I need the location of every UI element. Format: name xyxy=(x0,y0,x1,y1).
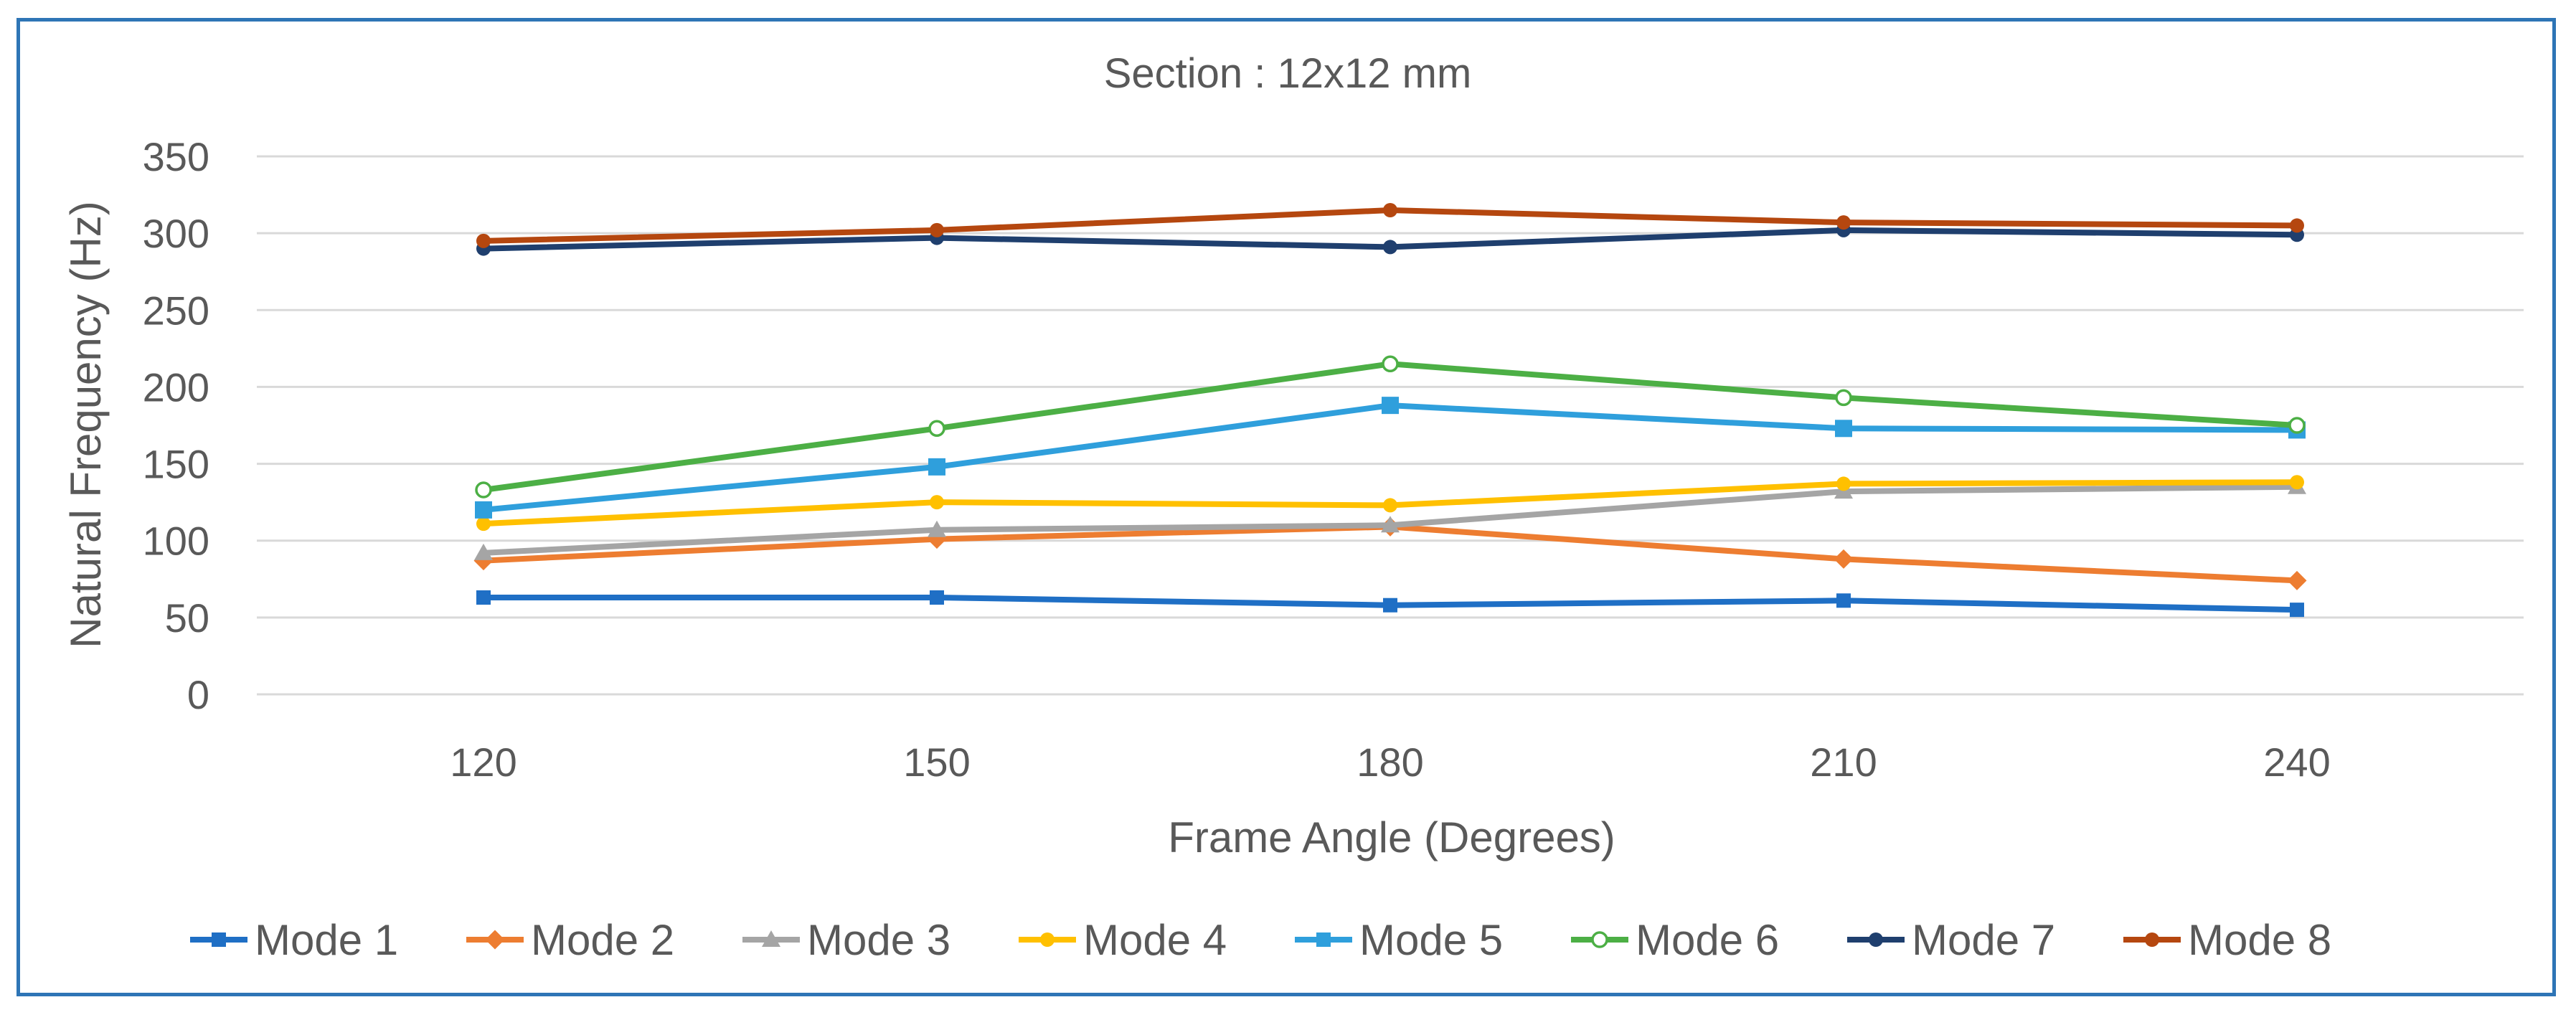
data-point xyxy=(1835,389,1852,407)
data-point xyxy=(928,520,946,537)
data-point xyxy=(485,930,505,950)
data-point xyxy=(1382,397,1399,415)
data-point xyxy=(1835,420,1852,438)
data-point xyxy=(1040,932,1055,947)
data-point xyxy=(1836,476,1851,491)
y-tick-label: 350 xyxy=(143,134,209,179)
x-tick-label: 150 xyxy=(903,740,970,785)
series-group xyxy=(473,203,2307,618)
data-point xyxy=(1836,593,1851,608)
y-tick-label: 50 xyxy=(165,595,209,641)
data-point xyxy=(476,516,491,532)
data-point xyxy=(1316,932,1331,947)
data-point xyxy=(476,590,491,605)
data-point xyxy=(762,930,780,947)
data-point xyxy=(930,495,944,510)
data-point xyxy=(1383,598,1397,613)
legend-label: Mode 8 xyxy=(2188,916,2331,964)
data-point xyxy=(2290,475,2304,490)
data-point xyxy=(928,458,945,476)
x-axis-title: Frame Angle (Degrees) xyxy=(1168,813,1615,861)
legend-item: Mode 7 xyxy=(1847,916,2055,964)
legend-item: Mode 8 xyxy=(2123,916,2331,964)
legend-item: Mode 5 xyxy=(1295,916,1503,964)
y-tick-label: 200 xyxy=(143,364,209,410)
data-point xyxy=(1383,203,1397,217)
data-point xyxy=(930,590,944,605)
chart-title: Section : 12x12 mm xyxy=(1104,50,1472,97)
series-line xyxy=(481,402,2300,513)
series-mode-1 xyxy=(476,590,2304,618)
data-point xyxy=(475,481,492,499)
legend-item: Mode 6 xyxy=(1571,916,1779,964)
series-mode-6 xyxy=(475,355,2306,499)
data-point xyxy=(1869,932,1883,947)
data-point xyxy=(212,932,226,947)
legend-label: Mode 3 xyxy=(807,916,950,964)
x-tick-label: 120 xyxy=(450,740,516,785)
legend-item: Mode 2 xyxy=(466,916,674,964)
data-point xyxy=(928,420,945,438)
legend-label: Mode 5 xyxy=(1359,916,1503,964)
x-tick-label: 210 xyxy=(1810,740,1877,785)
data-point xyxy=(2287,570,2307,590)
data-point xyxy=(1834,549,1854,569)
legend-item: Mode 1 xyxy=(190,916,398,964)
data-point xyxy=(2290,218,2304,233)
x-axis-ticks: 120 150 180 210 240 xyxy=(450,740,2330,785)
legend-label: Mode 6 xyxy=(1636,916,1779,964)
data-point xyxy=(1383,498,1397,513)
x-tick-label: 180 xyxy=(1357,740,1423,785)
y-tick-label: 250 xyxy=(143,288,209,333)
data-point xyxy=(1381,516,1400,533)
series-mode-7 xyxy=(476,222,2304,256)
legend-label: Mode 2 xyxy=(531,916,674,964)
legend-item: Mode 4 xyxy=(1019,916,1227,964)
legend: Mode 1 Mode 2 Mode 3 Mode 4 Mode 5 Mode 6 Mode… xyxy=(190,916,2331,964)
legend-label: Mode 4 xyxy=(1083,916,1227,964)
y-axis-ticks: 0 50 100 150 200 250 300 350 xyxy=(143,134,209,717)
data-point xyxy=(2290,603,2304,618)
data-point xyxy=(1836,215,1851,230)
data-point xyxy=(1591,931,1608,948)
y-tick-label: 0 xyxy=(187,672,209,717)
legend-item: Mode 3 xyxy=(742,916,950,964)
data-point xyxy=(474,543,493,560)
data-point xyxy=(2288,417,2306,434)
y-axis-title: Natural Frequency (Hz) xyxy=(62,201,110,648)
y-tick-label: 100 xyxy=(143,519,209,564)
series-mode-4 xyxy=(476,475,2304,532)
data-point xyxy=(475,501,492,519)
series-mode-8 xyxy=(476,203,2304,248)
y-tick-label: 300 xyxy=(143,211,209,256)
data-point xyxy=(2145,932,2159,947)
data-point xyxy=(476,233,491,248)
legend-label: Mode 7 xyxy=(1912,916,2055,964)
data-point xyxy=(1382,355,1399,373)
data-point xyxy=(1383,240,1397,255)
x-tick-label: 240 xyxy=(2263,740,2330,785)
series-mode-5 xyxy=(475,397,2306,519)
data-point xyxy=(930,222,944,237)
y-tick-label: 150 xyxy=(143,442,209,487)
legend-label: Mode 1 xyxy=(255,916,398,964)
